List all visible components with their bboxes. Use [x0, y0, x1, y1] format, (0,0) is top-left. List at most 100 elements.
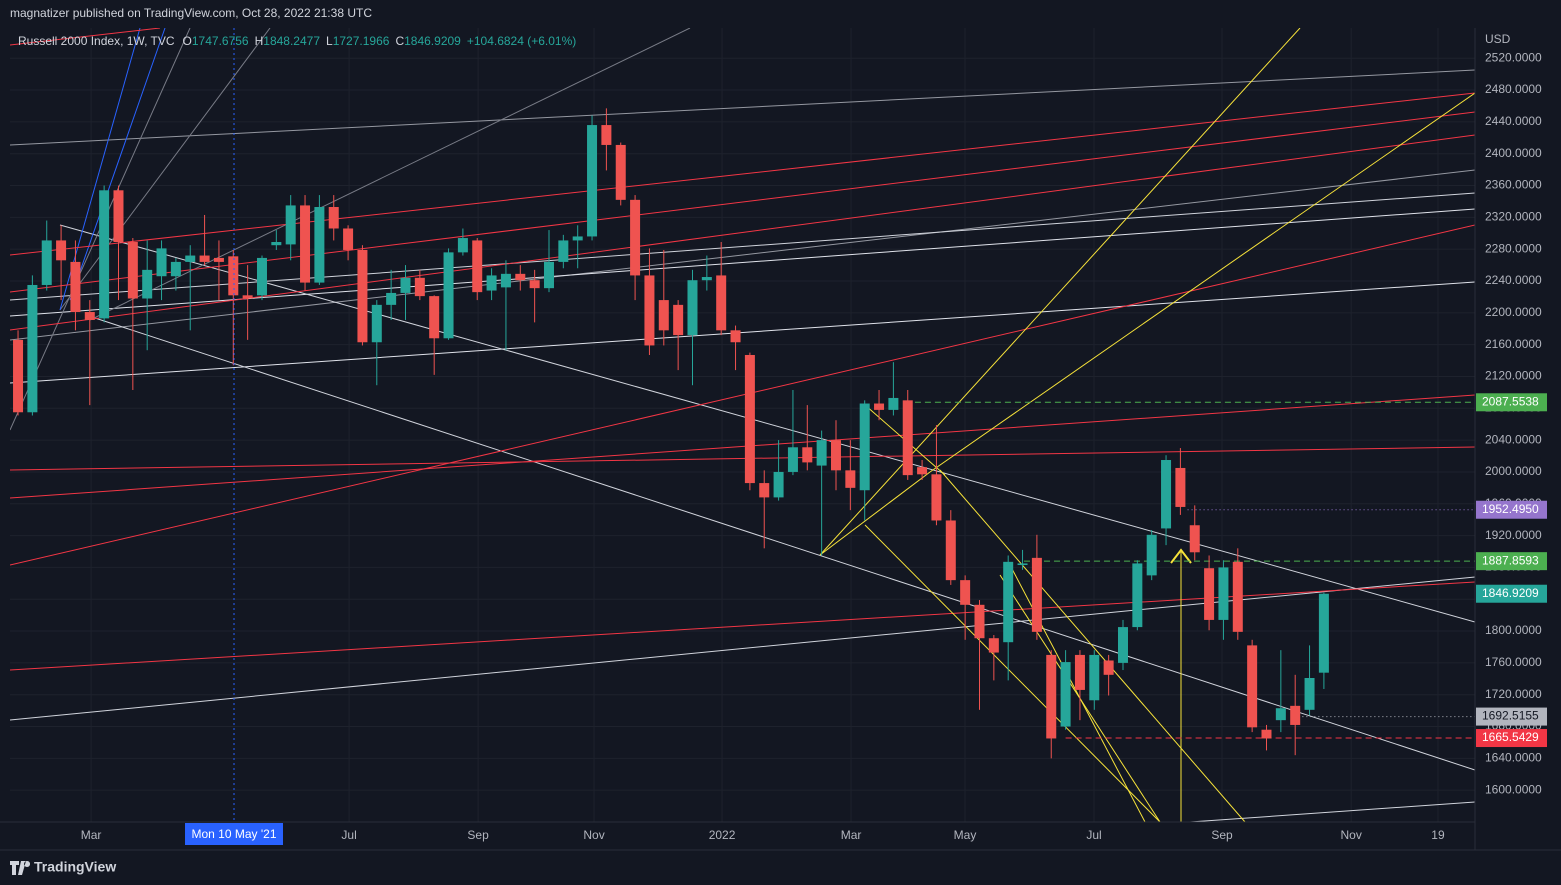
candle-body [773, 471, 784, 498]
candle-body [1161, 460, 1172, 529]
candle-body [988, 638, 999, 653]
legend-value: 1727.1966 [333, 34, 390, 48]
trend-lines [10, 28, 1475, 822]
candle-body [27, 284, 38, 413]
candle-body [1103, 660, 1114, 675]
candle-body [13, 339, 24, 413]
candle-body [1290, 705, 1301, 725]
candle-body [1031, 557, 1042, 632]
trend-line [10, 446, 1475, 471]
candle-body [41, 240, 52, 285]
candle-body [113, 190, 124, 243]
candle-body [1146, 534, 1157, 576]
candle-body [300, 205, 311, 283]
candle-body [744, 354, 755, 484]
brand[interactable]: TradingView [34, 859, 116, 875]
y-tick-label: 2440.0000 [1485, 114, 1542, 128]
candle-body [687, 280, 698, 336]
trend-line [10, 111, 1475, 293]
candle-body [414, 277, 425, 297]
crosshair-label-bg [185, 823, 284, 845]
candle-body [572, 236, 583, 241]
price-level-label-bg [1476, 393, 1547, 412]
legend-letter: L [326, 34, 333, 48]
logo [10, 861, 31, 875]
legend-letter: C [395, 34, 404, 48]
candle-body [529, 280, 540, 289]
y-tick-label: 1920.0000 [1485, 528, 1542, 542]
candle-body [271, 242, 282, 246]
candle-body [787, 447, 798, 472]
candle-body [859, 403, 870, 491]
trend-line [10, 192, 1475, 301]
trend-line [819, 28, 1301, 556]
legend-letter: H [255, 34, 264, 48]
arrow-head [1170, 548, 1192, 564]
candle-body [1003, 561, 1014, 643]
trend-line [69, 28, 166, 301]
trend-line [10, 28, 161, 46]
currency: USD [1485, 32, 1511, 46]
candle-body [974, 604, 985, 639]
trend-line [939, 469, 1246, 822]
candle-body [1189, 525, 1200, 553]
trend-line [10, 281, 1475, 384]
legend-letter: O [183, 34, 192, 48]
candle-body [845, 470, 856, 488]
candle-body [500, 273, 511, 288]
y-tick-label: 1800.0000 [1485, 623, 1542, 637]
candle-body [199, 255, 210, 262]
candle-body [1117, 627, 1128, 663]
symbol-title: Russell 2000 Index, 1W, TVC [18, 34, 175, 48]
candle-body [127, 242, 138, 299]
trend-line [10, 394, 1475, 499]
candle-body [1089, 654, 1100, 701]
candle-body [802, 447, 813, 463]
last-price-bg [1476, 584, 1547, 603]
y-tick-label: 2160.0000 [1485, 337, 1542, 351]
y-tick-label: 1640.0000 [1485, 751, 1542, 765]
candle-body [429, 296, 440, 339]
price-level-label: 1665.5429 [1482, 730, 1539, 744]
trend-line [10, 169, 1475, 341]
candle-body [328, 207, 339, 229]
candle-body [960, 580, 971, 605]
candle-body [587, 125, 598, 237]
candle-body [70, 261, 81, 313]
candle-body [601, 125, 612, 145]
y-tick-label: 1720.0000 [1485, 687, 1542, 701]
candle-body [1247, 645, 1258, 728]
last-price-label: 1846.9209 [1482, 586, 1539, 600]
candle-body [1132, 563, 1143, 628]
trend-line [864, 524, 1161, 822]
candle-body [1017, 563, 1028, 566]
candle-body [1261, 729, 1272, 739]
trend-line [59, 224, 1475, 623]
candle-body [673, 304, 684, 336]
candle-body [156, 248, 167, 277]
trend-line [10, 224, 1475, 566]
price-level-label: 2087.5538 [1482, 394, 1539, 408]
y-tick-label: 2480.0000 [1485, 82, 1542, 96]
candles [13, 108, 1329, 759]
candle-body [343, 228, 354, 250]
y-tick-label: 2400.0000 [1485, 146, 1542, 160]
x-tick-label: Sep [1211, 828, 1233, 842]
price-level-label-bg [1476, 552, 1547, 571]
crosshair-label: Mon 10 May '21 [191, 827, 276, 841]
candle-body [630, 199, 641, 276]
candle-body [615, 144, 626, 200]
candle-body [515, 273, 526, 281]
candle-body [1074, 654, 1085, 690]
x-tick-label: 19 [1431, 828, 1445, 842]
y-tick-label: 2360.0000 [1485, 178, 1542, 192]
candle-body [400, 277, 411, 293]
x-tick-label: Jul [1086, 828, 1101, 842]
trend-line [929, 92, 1475, 473]
candle-body [759, 483, 770, 498]
candle-body [658, 300, 669, 331]
y-tick-label: 2280.0000 [1485, 241, 1542, 255]
candle-body [888, 397, 899, 410]
legend-change: +104.6824 (+6.01%) [467, 34, 576, 48]
